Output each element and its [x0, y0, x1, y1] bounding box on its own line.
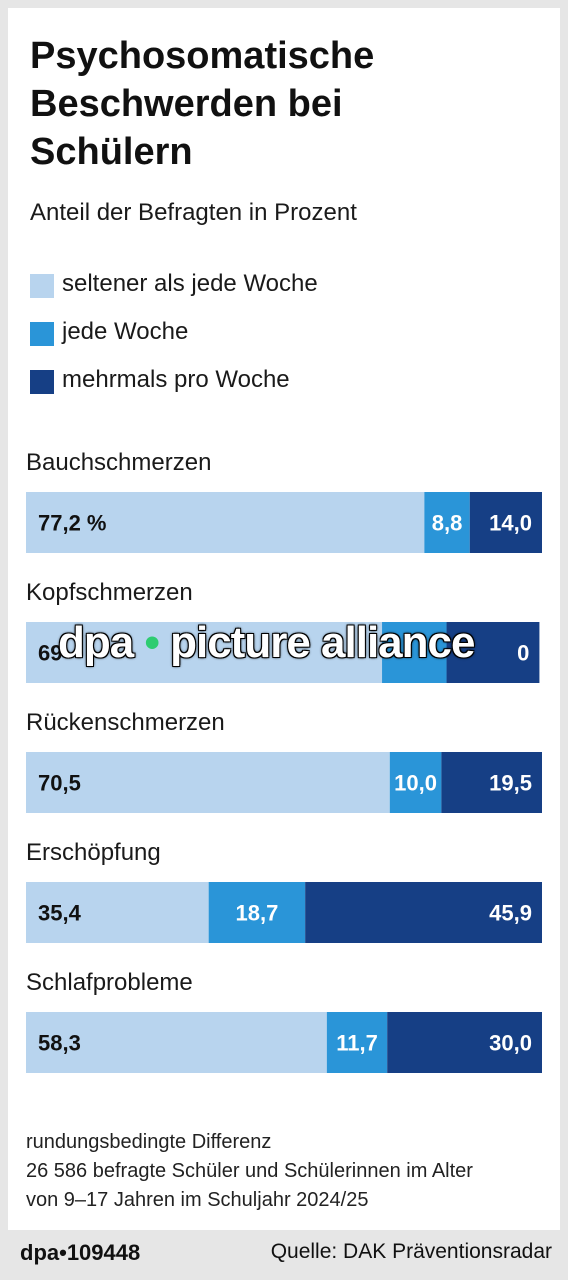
value-label-erschoepfung-mehrmals-pro-woche: 45,9	[489, 901, 532, 926]
legend-label-jede-woche: jede Woche	[62, 318, 189, 345]
value-label-bauchschmerzen-mehrmals-pro-woche: 14,0	[489, 511, 532, 536]
title-line-3: Schülern	[30, 131, 193, 173]
bar-erschoepfung-jede-woche	[208, 882, 306, 943]
chart-subtitle: Anteil der Befragten in Prozent	[30, 199, 357, 226]
legend-label-mehrmals: mehrmals pro Woche	[62, 366, 290, 393]
watermark-dot: •	[144, 618, 159, 667]
bar-rueckenschmerzen-mehrmals-pro-woche	[441, 752, 542, 813]
value-label-kopfschmerzen-mehrmals-pro-woche: 0	[517, 641, 529, 666]
value-label-kopfschmerzen-seltener-als-jede-woche: 69	[38, 641, 62, 666]
watermark-picture-alliance: picture alliance	[170, 618, 475, 667]
bar-kopfschmerzen-seltener-als-jede-woche	[26, 622, 383, 683]
bar-kopfschmerzen-mehrmals-pro-woche	[446, 622, 540, 683]
bar-kopfschmerzen-jede-woche	[382, 622, 447, 683]
value-label-schlafprobleme-mehrmals-pro-woche: 30,0	[489, 1031, 532, 1056]
bar-schlafprobleme-mehrmals-pro-woche	[387, 1012, 542, 1073]
category-label-rueckenschmerzen: Rückenschmerzen	[26, 709, 225, 736]
value-label-rueckenschmerzen-jede-woche: 10,0	[394, 771, 437, 796]
bar-schlafprobleme-seltener-als-jede-woche	[26, 1012, 327, 1073]
category-label-schlafprobleme: Schlafprobleme	[26, 969, 193, 996]
source-note: Quelle: DAK Präventionsradar	[270, 1240, 552, 1263]
value-label-bauchschmerzen-seltener-als-jede-woche: 77,2 %	[38, 511, 107, 536]
footnote-sample: 26 586 befragte Schüler und Schülerinnen…	[26, 1160, 473, 1182]
bar-erschoepfung-mehrmals-pro-woche	[305, 882, 542, 943]
chart-title: Psychosomatische Beschwerden bei Schüler…	[30, 32, 530, 176]
bar-bauchschmerzen-mehrmals-pro-woche	[469, 492, 542, 553]
footnotes: rundungsbedingte Differenz 26 586 befrag…	[26, 1128, 556, 1215]
value-label-erschoepfung-jede-woche: 18,7	[235, 901, 278, 926]
category-label-bauchschmerzen: Bauchschmerzen	[26, 449, 211, 476]
footer-bar: dpa•109448 Quelle: DAK Präventionsradar	[0, 1230, 568, 1280]
footnote-rounding: rundungsbedingte Differenz	[26, 1131, 272, 1153]
legend-swatch-seltener	[30, 274, 54, 298]
value-label-schlafprobleme-jede-woche: 11,7	[336, 1031, 378, 1056]
legend-label-seltener: seltener als jede Woche	[62, 270, 318, 297]
bar-rueckenschmerzen-seltener-als-jede-woche	[26, 752, 390, 813]
legend-swatch-jede-woche	[30, 322, 54, 346]
watermark-dpa: dpa	[58, 618, 134, 667]
title-line-1: Psychosomatische	[30, 35, 375, 77]
watermark: dpa • picture alliance	[58, 618, 475, 668]
graphic-id: dpa•109448	[20, 1240, 141, 1265]
value-label-bauchschmerzen-jede-woche: 8,8	[432, 511, 463, 536]
bar-rueckenschmerzen-jede-woche	[389, 752, 442, 813]
value-label-schlafprobleme-seltener-als-jede-woche: 58,3	[38, 1031, 81, 1056]
value-label-erschoepfung-seltener-als-jede-woche: 35,4	[38, 901, 82, 926]
legend-swatch-mehrmals	[30, 370, 54, 394]
bar-bauchschmerzen-jede-woche	[424, 492, 470, 553]
bar-erschoepfung-seltener-als-jede-woche	[26, 882, 209, 943]
footnote-period: von 9–17 Jahren im Schuljahr 2024/25	[26, 1189, 369, 1211]
value-label-rueckenschmerzen-mehrmals-pro-woche: 19,5	[489, 771, 532, 796]
value-label-rueckenschmerzen-seltener-als-jede-woche: 70,5	[38, 771, 81, 796]
stacked-bar-chart: Bauchschmerzen 77,2 % 8,8 14,0 Kopfschmerzen…	[26, 449, 542, 1073]
bar-schlafprobleme-jede-woche	[326, 1012, 388, 1073]
title-line-2: Beschwerden bei	[30, 83, 343, 125]
bar-bauchschmerzen-seltener-als-jede-woche	[26, 492, 425, 553]
category-label-kopfschmerzen: Kopfschmerzen	[26, 579, 193, 606]
top-strip	[0, 0, 568, 8]
category-label-erschoepfung: Erschöpfung	[26, 839, 161, 866]
